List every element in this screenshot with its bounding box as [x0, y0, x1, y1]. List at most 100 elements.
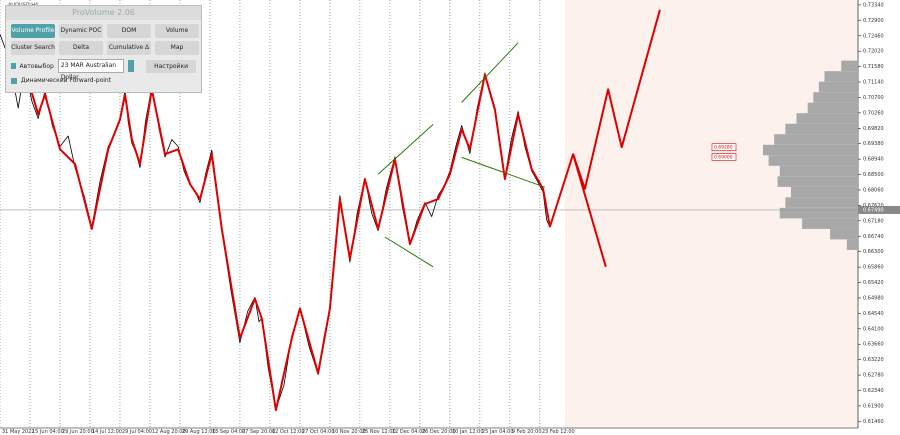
profile-bar [824, 71, 858, 82]
y-tick-label: 0.71580 [863, 64, 884, 70]
x-tick-label: 12 Dec 04:00 [392, 429, 426, 435]
level-box [711, 153, 737, 161]
current-price-box [858, 205, 900, 214]
current-price-label: 0.67490 [863, 207, 884, 213]
x-tick-label: 12 Aug 20:00 [152, 429, 186, 435]
y-tick-label: 0.68940 [863, 157, 884, 163]
series-channel-1-bottom [384, 236, 434, 268]
instrument-row: Автовыбор 23 MAR Australian Dollar Настр… [6, 55, 201, 81]
y-tick-label: 0.71140 [863, 80, 884, 86]
auto-select-label: Автовыбор [19, 62, 54, 70]
panel-button[interactable]: Cumulative Δ [107, 41, 151, 55]
series-channel-2-top [461, 42, 519, 103]
profile-bar [763, 144, 858, 156]
settings-button[interactable]: Настройки [146, 59, 196, 73]
level-box [711, 143, 737, 152]
panel-button[interactable]: Cluster Search [11, 41, 55, 55]
y-tick-label: 0.70700 [863, 95, 884, 101]
checkbox[interactable] [11, 77, 17, 84]
y-tick-label: 0.70260 [863, 110, 884, 116]
x-tick-label: 29 Jun 20:00 [62, 429, 94, 435]
forward-row: Динамический Forward-point [6, 73, 201, 84]
x-tick-label: 25 Nov 12:00 [362, 429, 396, 435]
x-tick-label: 29 Aug 12:00 [182, 429, 216, 435]
panel-button[interactable]: Volume [155, 24, 199, 38]
x-tick-label: 15 Jun 04:00 [32, 429, 64, 435]
panel-button[interactable]: Dynamic POC [59, 24, 103, 38]
panel-button[interactable]: Delta [59, 41, 103, 55]
series-forecast [548, 9, 661, 228]
series-zigzag [24, 69, 551, 412]
series-channel-1-top [377, 124, 434, 175]
y-tick-label: 0.61900 [863, 403, 884, 409]
profile-bar [841, 60, 858, 72]
y-tick-label: 0.62340 [863, 388, 884, 394]
x-tick-label: 27 Sep 20:00 [242, 429, 275, 435]
x-tick-label: 27 Oct 04:00 [302, 429, 335, 435]
y-tick-label: 0.65420 [863, 280, 884, 286]
y-tick-label: 0.65860 [863, 265, 884, 271]
x-tick-label: 10 Jan 12:00 [452, 429, 484, 435]
panel-button[interactable]: Volume Profile [11, 24, 55, 38]
profile-bar [846, 239, 858, 250]
x-tick-label: 31 May 2022 [2, 429, 35, 435]
x-tick-label: 25 Jan 04:00 [482, 429, 514, 435]
x-tick-label: 12 Oct 12:00 [272, 429, 305, 435]
y-tick-label: 0.64540 [863, 311, 884, 317]
profile-bar [785, 197, 858, 208]
y-tick-label: 0.66300 [863, 249, 884, 255]
y-tick-label: 0.72460 [863, 33, 884, 39]
profile-bar [779, 165, 858, 177]
x-tick-label: 13 Sep 04:00 [212, 429, 245, 435]
y-tick-label: 0.67620 [863, 203, 884, 209]
profile-bar [796, 113, 858, 124]
profile-bar [807, 102, 858, 114]
series-channel-2-bottom [461, 156, 546, 188]
y-tick-label: 0.61460 [863, 419, 884, 425]
y-tick-label: 0.69820 [863, 126, 884, 132]
level-label: 0.69280 [714, 145, 733, 151]
x-tick-label: 29 Jul 04:00 [122, 429, 152, 435]
y-tick-label: 0.68060 [863, 187, 884, 193]
instrument-select[interactable]: 23 MAR Australian Dollar [57, 59, 125, 81]
x-tick-label: 26 Dec 20:00 [422, 429, 456, 435]
x-tick-label: 23 Feb 12:00 [542, 429, 575, 435]
panel-button[interactable]: Map [155, 41, 199, 55]
panel-button[interactable]: DOM [107, 24, 151, 38]
profile-bar [768, 155, 858, 166]
profile-bar [813, 92, 858, 103]
profile-bar [790, 186, 858, 198]
profile-bar [802, 218, 858, 229]
button-grid: Volume Profile Dynamic POC DOM Volume Cluste… [6, 20, 201, 55]
profile-bar [785, 123, 858, 135]
y-tick-label: 0.64980 [863, 295, 884, 301]
profile-bar [818, 81, 858, 93]
x-tick-label: 9 Feb 20:00 [512, 429, 542, 435]
x-tick-label: 10 Nov 20:00 [332, 429, 366, 435]
y-tick-label: 0.73340 [863, 2, 884, 8]
level-label: 0.69000 [714, 155, 733, 161]
profile-bar [830, 228, 858, 240]
y-tick-label: 0.67180 [863, 218, 884, 224]
profile-bar [774, 134, 858, 145]
y-tick-label: 0.66740 [863, 234, 884, 240]
y-tick-label: 0.68500 [863, 172, 884, 178]
profile-bar [779, 207, 858, 219]
forward-point-label: Динамический Forward-point [21, 77, 112, 84]
profile-bar [777, 176, 858, 187]
x-tick-label: 14 Jul 12:00 [92, 429, 122, 435]
y-tick-label: 0.63220 [863, 357, 884, 363]
checkbox[interactable] [11, 63, 16, 69]
series-forecast-alt [572, 153, 607, 268]
y-tick-label: 0.63660 [863, 342, 884, 348]
panel-title: ProVolume 2.06 [6, 6, 201, 20]
y-tick-label: 0.64100 [863, 326, 884, 332]
y-tick-label: 0.72020 [863, 49, 884, 55]
y-tick-label: 0.62780 [863, 373, 884, 379]
provolume-panel: ProVolume 2.06 Volume Profile Dynamic POC… [5, 5, 202, 93]
dropdown-arrow[interactable] [128, 60, 135, 72]
y-tick-label: 0.69380 [863, 141, 884, 147]
y-tick-label: 0.72900 [863, 18, 884, 24]
